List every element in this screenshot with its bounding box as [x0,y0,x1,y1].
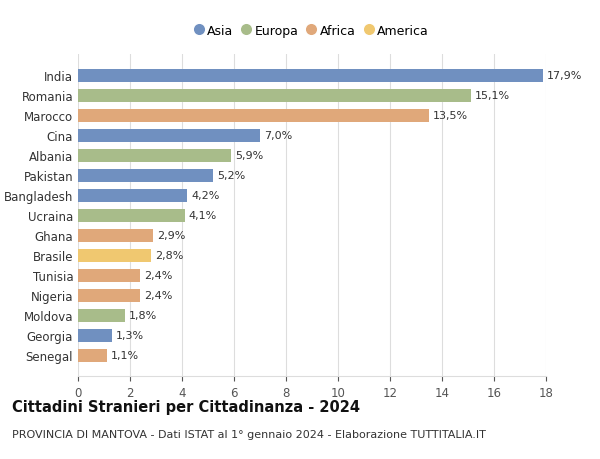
Text: 2,4%: 2,4% [145,270,173,280]
Text: 7,0%: 7,0% [264,131,292,141]
Text: 2,4%: 2,4% [145,291,173,301]
Bar [78,249,151,262]
Text: 1,3%: 1,3% [116,330,144,340]
Text: 1,1%: 1,1% [110,350,139,360]
Bar [78,150,232,162]
Bar [78,169,213,182]
Bar [78,110,429,123]
Text: 17,9%: 17,9% [547,71,583,81]
Text: 4,2%: 4,2% [191,191,220,201]
Bar [78,329,112,342]
Bar [78,309,125,322]
Bar [78,209,185,222]
Bar [78,289,140,302]
Bar [78,129,260,142]
Bar [78,349,107,362]
Text: 15,1%: 15,1% [475,91,509,101]
Bar [78,189,187,202]
Bar [78,269,140,282]
Legend: Asia, Europa, Africa, America: Asia, Europa, Africa, America [193,23,431,41]
Bar [78,229,154,242]
Text: 2,8%: 2,8% [155,251,183,261]
Bar [78,90,470,102]
Text: 5,9%: 5,9% [235,151,263,161]
Text: 5,2%: 5,2% [217,171,245,181]
Text: 1,8%: 1,8% [128,310,157,320]
Text: 13,5%: 13,5% [433,111,468,121]
Text: 2,9%: 2,9% [157,231,185,241]
Bar [78,70,544,83]
Text: 4,1%: 4,1% [188,211,217,221]
Text: PROVINCIA DI MANTOVA - Dati ISTAT al 1° gennaio 2024 - Elaborazione TUTTITALIA.I: PROVINCIA DI MANTOVA - Dati ISTAT al 1° … [12,429,486,439]
Text: Cittadini Stranieri per Cittadinanza - 2024: Cittadini Stranieri per Cittadinanza - 2… [12,399,360,414]
